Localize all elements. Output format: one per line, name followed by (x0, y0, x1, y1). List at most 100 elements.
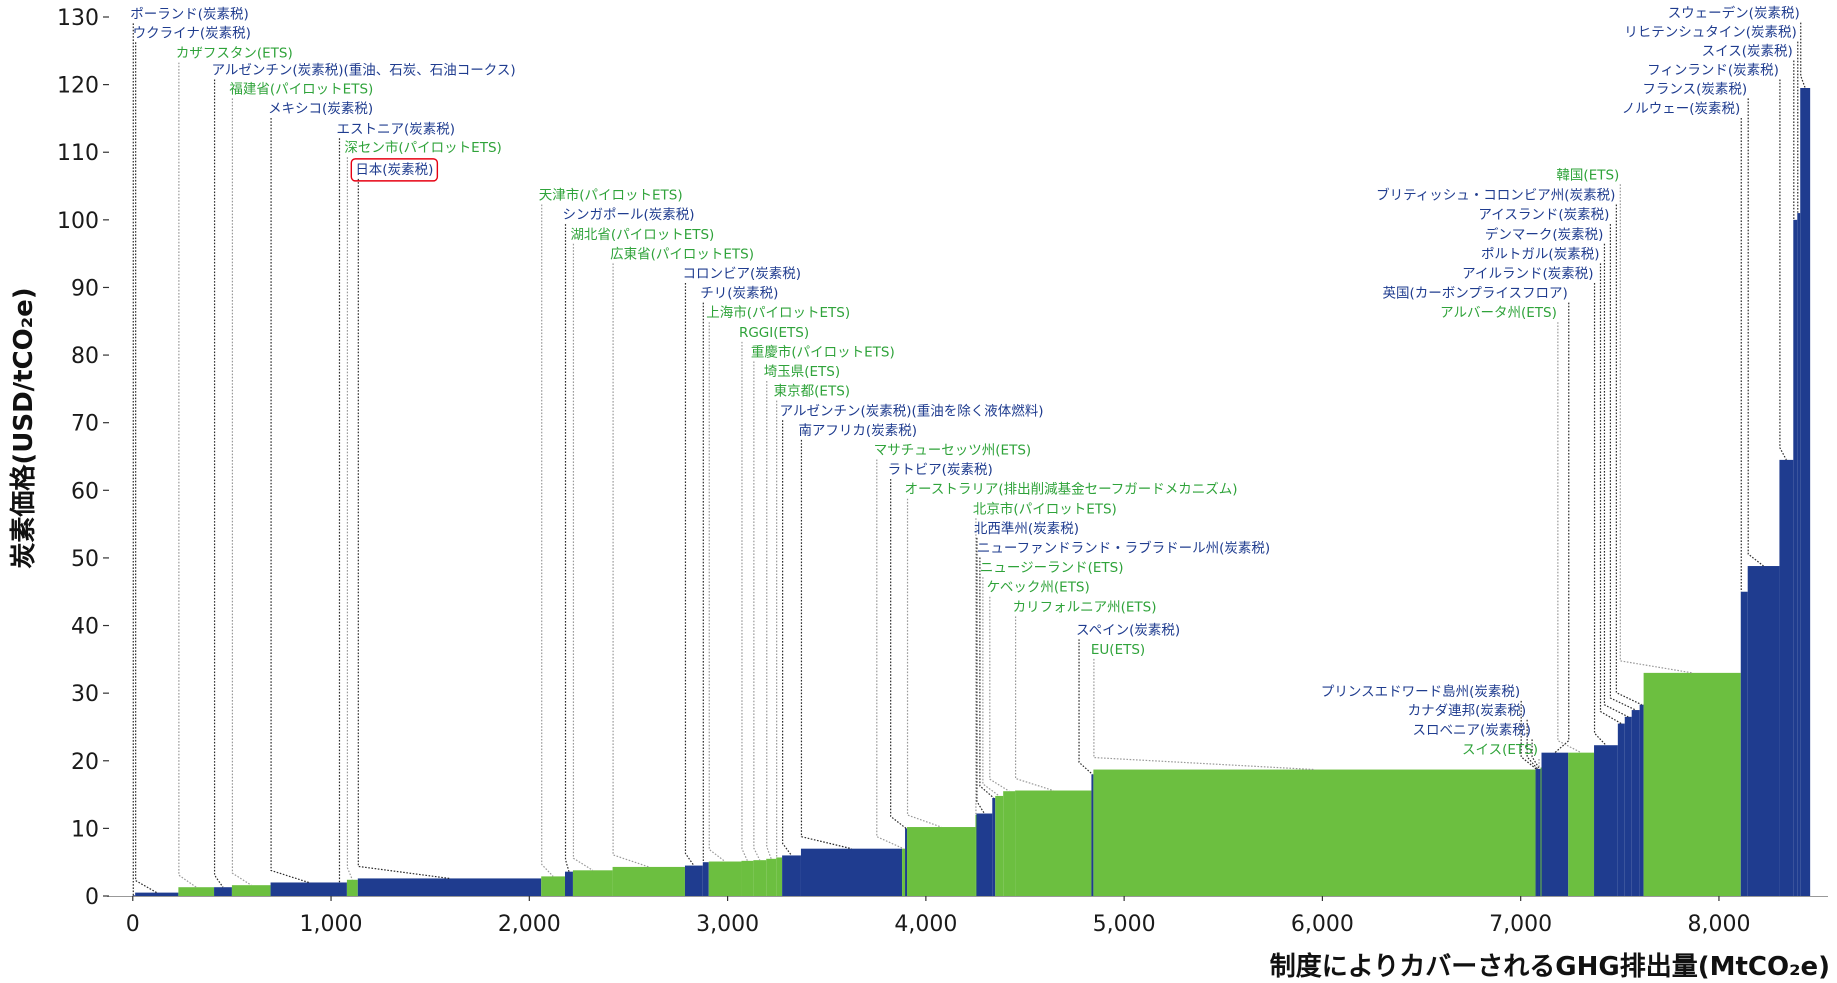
bar-label-0: ポーランド(炭素税) (130, 6, 249, 22)
bars-layer (132, 87, 1811, 897)
leader-line-17 (753, 361, 761, 861)
bar-6 (338, 882, 341, 896)
bar-label-37: 英国(カーボンプライスフロア) (1383, 285, 1568, 302)
x-tick-label-2: 2,000 (498, 912, 561, 937)
y-tick-label-7: 70 (71, 412, 99, 437)
bar-label-21: 南アフリカ(炭素税) (798, 423, 917, 439)
bar-2 (178, 887, 215, 896)
bar-3 (214, 887, 232, 896)
bar-40 (1617, 723, 1625, 896)
leader-line-9 (541, 204, 554, 877)
bar-45 (1740, 591, 1748, 896)
bar-label-33: プリンスエドワード島州(炭素税) (1321, 684, 1520, 700)
y-tick-label-2: 20 (71, 750, 99, 775)
x-axis-title: 制度によりカバーされるGHG排出量(MtCO₂e) (1270, 951, 1830, 982)
leader-line-12 (612, 263, 649, 868)
leader-line-16 (741, 341, 748, 862)
bar-34 (1536, 768, 1539, 896)
bar-label-40: ポルトガル(炭素税) (1481, 246, 1600, 262)
leader-lines-layer (132, 22, 1806, 896)
bar-37 (1541, 752, 1569, 896)
leader-line-20 (782, 420, 793, 856)
y-ticks-layer: 0 10 20 30 40 50 60 70 80 90 100 110 120 130 (57, 6, 109, 910)
bar-label-22: マサチューセッツ州(ETS) (874, 442, 1031, 458)
leader-line-47 (1779, 79, 1787, 461)
bar-label-16: RGGI(ETS) (739, 325, 809, 341)
leader-line-40 (1599, 263, 1622, 725)
bar-label-17: 重慶市(パイロットETS) (751, 343, 895, 360)
leader-line-44 (1619, 184, 1693, 674)
bar-label-23: ラトビア(炭素税) (888, 462, 993, 478)
leader-line-15 (708, 322, 726, 862)
bar-39 (1594, 745, 1618, 896)
bar-32 (1093, 769, 1536, 896)
bar-label-11: 湖北省(パイロットETS) (570, 227, 714, 243)
bar-17 (753, 860, 767, 896)
bar-label-36: スイス(ETS) (1462, 742, 1538, 758)
bar-35 (1538, 768, 1541, 896)
bar-13 (684, 865, 703, 896)
bar-label-7: 深セン市(パイロットETS) (344, 139, 501, 156)
bar-25 (975, 814, 977, 896)
leader-line-31 (1078, 639, 1093, 775)
leader-line-28 (982, 577, 1000, 797)
leader-line-2 (178, 62, 197, 888)
bar-label-18: 埼玉県(ETS) (764, 364, 840, 380)
bar-19 (776, 857, 783, 896)
bar-label-2: カザフスタン(ETS) (176, 46, 293, 62)
y-tick-label-1: 10 (71, 817, 99, 842)
bar-label-48: スイス(炭素税) (1702, 44, 1793, 60)
bar-22 (902, 848, 906, 896)
bar-10 (565, 871, 573, 896)
bar-9 (541, 876, 566, 896)
bar-15 (708, 861, 742, 896)
bar-label-43: ブリティッシュ・コロンビア州(炭素税) (1376, 187, 1615, 204)
x-ticks-layer: 0 1,000 2,000 3,000 4,000 5,000 6,000 7,000 8,00… (126, 896, 1750, 937)
bar-47 (1779, 459, 1794, 896)
bar-8 (357, 878, 542, 896)
bar-label-27: ニューファンドランド・ラブラドール州(炭素税) (977, 540, 1270, 557)
x-tick-label-7: 7,000 (1489, 912, 1552, 937)
bar-24 (907, 827, 976, 896)
bar-18 (766, 858, 777, 896)
bar-30 (1015, 790, 1092, 896)
leader-line-11 (572, 243, 594, 871)
bar-31 (1091, 774, 1094, 896)
bar-1 (135, 892, 179, 896)
bar-38 (1568, 752, 1595, 896)
bar-28 (995, 795, 1004, 896)
leader-line-10 (564, 224, 570, 872)
bar-29 (1003, 791, 1016, 896)
leader-line-21 (800, 439, 852, 850)
bar-label-6: エストニア(炭素税) (336, 121, 455, 137)
leader-line-30 (1014, 616, 1054, 792)
bar-label-45: ノルウェー(炭素税) (1622, 101, 1741, 117)
leader-line-7 (346, 157, 353, 881)
bar-label-31: スペイン(炭素税) (1076, 622, 1180, 638)
bar-label-15: 上海市(パイロットETS) (706, 304, 850, 321)
leader-line-5 (270, 118, 309, 884)
leader-line-8 (357, 178, 450, 880)
bar-label-8: 日本(炭素税) (355, 162, 433, 178)
bar-label-42: アイスランド(炭素税) (1478, 207, 1609, 223)
bar-20 (782, 855, 801, 896)
y-tick-label-3: 30 (71, 682, 99, 707)
y-tick-label-8: 80 (71, 344, 99, 369)
x-tick-label-6: 6,000 (1291, 912, 1354, 937)
y-tick-label-0: 0 (85, 885, 99, 910)
leader-line-46 (1747, 98, 1764, 567)
leader-line-1 (135, 42, 158, 894)
y-tick-label-9: 90 (71, 276, 99, 301)
bar-label-20: アルゼンチン(炭素税)(重油を除く液体燃料) (780, 402, 1044, 419)
bar-label-38: アルバータ州(ETS) (1440, 305, 1557, 321)
leader-line-32 (1093, 658, 1315, 771)
bar-36 (1540, 767, 1542, 896)
bar-label-46: フランス(炭素税) (1642, 81, 1747, 97)
bar-4 (231, 885, 271, 896)
leader-line-43 (1615, 204, 1642, 706)
bar-label-24: オーストラリア(排出削減基金セーフガードメカニズム) (905, 481, 1238, 498)
bar-41 (1624, 716, 1632, 896)
bar-label-29: ケベック州(ETS) (987, 580, 1090, 596)
